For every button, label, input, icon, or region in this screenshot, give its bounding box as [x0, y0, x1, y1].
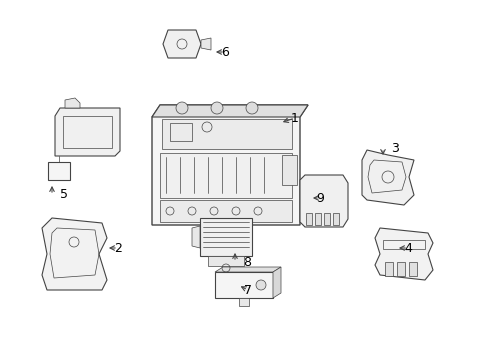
Text: 4: 4	[404, 242, 412, 255]
Text: 6: 6	[221, 45, 229, 58]
Polygon shape	[239, 298, 249, 306]
Bar	[170, 123, 192, 141]
Polygon shape	[55, 108, 120, 156]
Polygon shape	[42, 218, 107, 290]
Bar	[160, 153, 292, 198]
Polygon shape	[300, 175, 348, 227]
Circle shape	[246, 102, 258, 114]
Bar	[63, 116, 112, 148]
Polygon shape	[65, 98, 80, 108]
Text: 5: 5	[60, 189, 68, 202]
Text: 9: 9	[316, 192, 324, 204]
Polygon shape	[152, 105, 308, 117]
Polygon shape	[375, 228, 433, 280]
Polygon shape	[273, 267, 281, 298]
Text: 1: 1	[291, 112, 299, 125]
Text: 8: 8	[243, 256, 251, 269]
Bar	[333, 213, 339, 225]
Bar	[409, 262, 417, 276]
Polygon shape	[192, 226, 200, 248]
Polygon shape	[215, 267, 281, 272]
Bar	[48, 162, 70, 180]
Bar	[385, 262, 393, 276]
Text: 7: 7	[244, 284, 252, 297]
Bar	[160, 200, 292, 222]
Bar	[162, 119, 292, 149]
Bar	[282, 155, 297, 185]
Circle shape	[176, 102, 188, 114]
Text: 3: 3	[391, 141, 399, 154]
Circle shape	[256, 280, 266, 290]
Bar	[200, 218, 252, 256]
Polygon shape	[362, 150, 414, 205]
Polygon shape	[163, 30, 201, 58]
Bar	[397, 262, 405, 276]
Circle shape	[211, 102, 223, 114]
Bar	[215, 272, 273, 298]
Text: 2: 2	[114, 242, 122, 255]
Bar	[208, 256, 244, 266]
Polygon shape	[201, 38, 211, 50]
Bar	[324, 213, 330, 225]
Polygon shape	[152, 105, 308, 225]
Bar	[315, 213, 321, 225]
Bar	[306, 213, 312, 225]
